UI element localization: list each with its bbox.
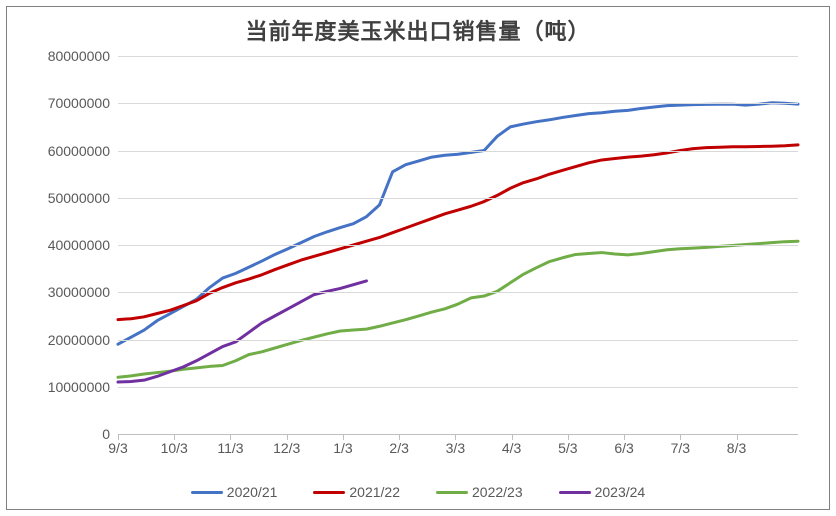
x-tick-label: 5/3: [558, 440, 577, 456]
legend: 2020/21 2021/22 2022/23 2023/24: [0, 484, 836, 500]
gridline: [118, 151, 798, 152]
x-tick-label: 1/3: [333, 440, 352, 456]
x-tick-label: 3/3: [446, 440, 465, 456]
legend-label: 2020/21: [227, 484, 278, 500]
chart-container: 当前年度美玉米出口销售量（吨） 010000000200000003000000…: [0, 0, 836, 516]
legend-label: 2022/23: [472, 484, 523, 500]
y-tick-label: 60000000: [48, 143, 110, 159]
x-tick-label: 4/3: [502, 440, 521, 456]
x-tick-label: 7/3: [671, 440, 690, 456]
plot-area: 0100000002000000030000000400000005000000…: [118, 56, 798, 434]
x-tick-label: 11/3: [217, 440, 243, 456]
legend-item-2020-21: 2020/21: [191, 484, 278, 500]
legend-swatch: [559, 491, 591, 494]
x-tick-label: 6/3: [614, 440, 633, 456]
legend-label: 2021/22: [349, 484, 400, 500]
series-line-2023-24: [118, 281, 366, 382]
y-tick-label: 30000000: [48, 284, 110, 300]
y-tick-label: 40000000: [48, 237, 110, 253]
gridline: [118, 292, 798, 293]
legend-item-2021-22: 2021/22: [313, 484, 400, 500]
series-line-2021-22: [118, 145, 798, 320]
gridline: [118, 340, 798, 341]
x-tick-label: 9/3: [108, 440, 127, 456]
y-tick-label: 20000000: [48, 332, 110, 348]
gridline: [118, 103, 798, 104]
legend-swatch: [313, 491, 345, 494]
series-line-2020-21: [118, 103, 798, 344]
gridline: [118, 56, 798, 57]
x-axis-baseline: [118, 434, 798, 435]
legend-item-2023-24: 2023/24: [559, 484, 646, 500]
y-tick-label: 70000000: [48, 95, 110, 111]
legend-label: 2023/24: [595, 484, 646, 500]
legend-swatch: [436, 491, 468, 494]
series-line-2022-23: [118, 241, 798, 377]
y-tick-label: 80000000: [48, 48, 110, 64]
x-tick-label: 12/3: [273, 440, 300, 456]
x-tick-label: 2/3: [389, 440, 408, 456]
chart-title: 当前年度美玉米出口销售量（吨）: [0, 14, 836, 46]
legend-item-2022-23: 2022/23: [436, 484, 523, 500]
gridline: [118, 198, 798, 199]
gridline: [118, 245, 798, 246]
gridline: [118, 387, 798, 388]
y-tick-label: 50000000: [48, 190, 110, 206]
x-tick-label: 10/3: [161, 440, 188, 456]
y-tick-label: 10000000: [48, 379, 110, 395]
x-tick-label: 8/3: [727, 440, 746, 456]
legend-swatch: [191, 491, 223, 494]
